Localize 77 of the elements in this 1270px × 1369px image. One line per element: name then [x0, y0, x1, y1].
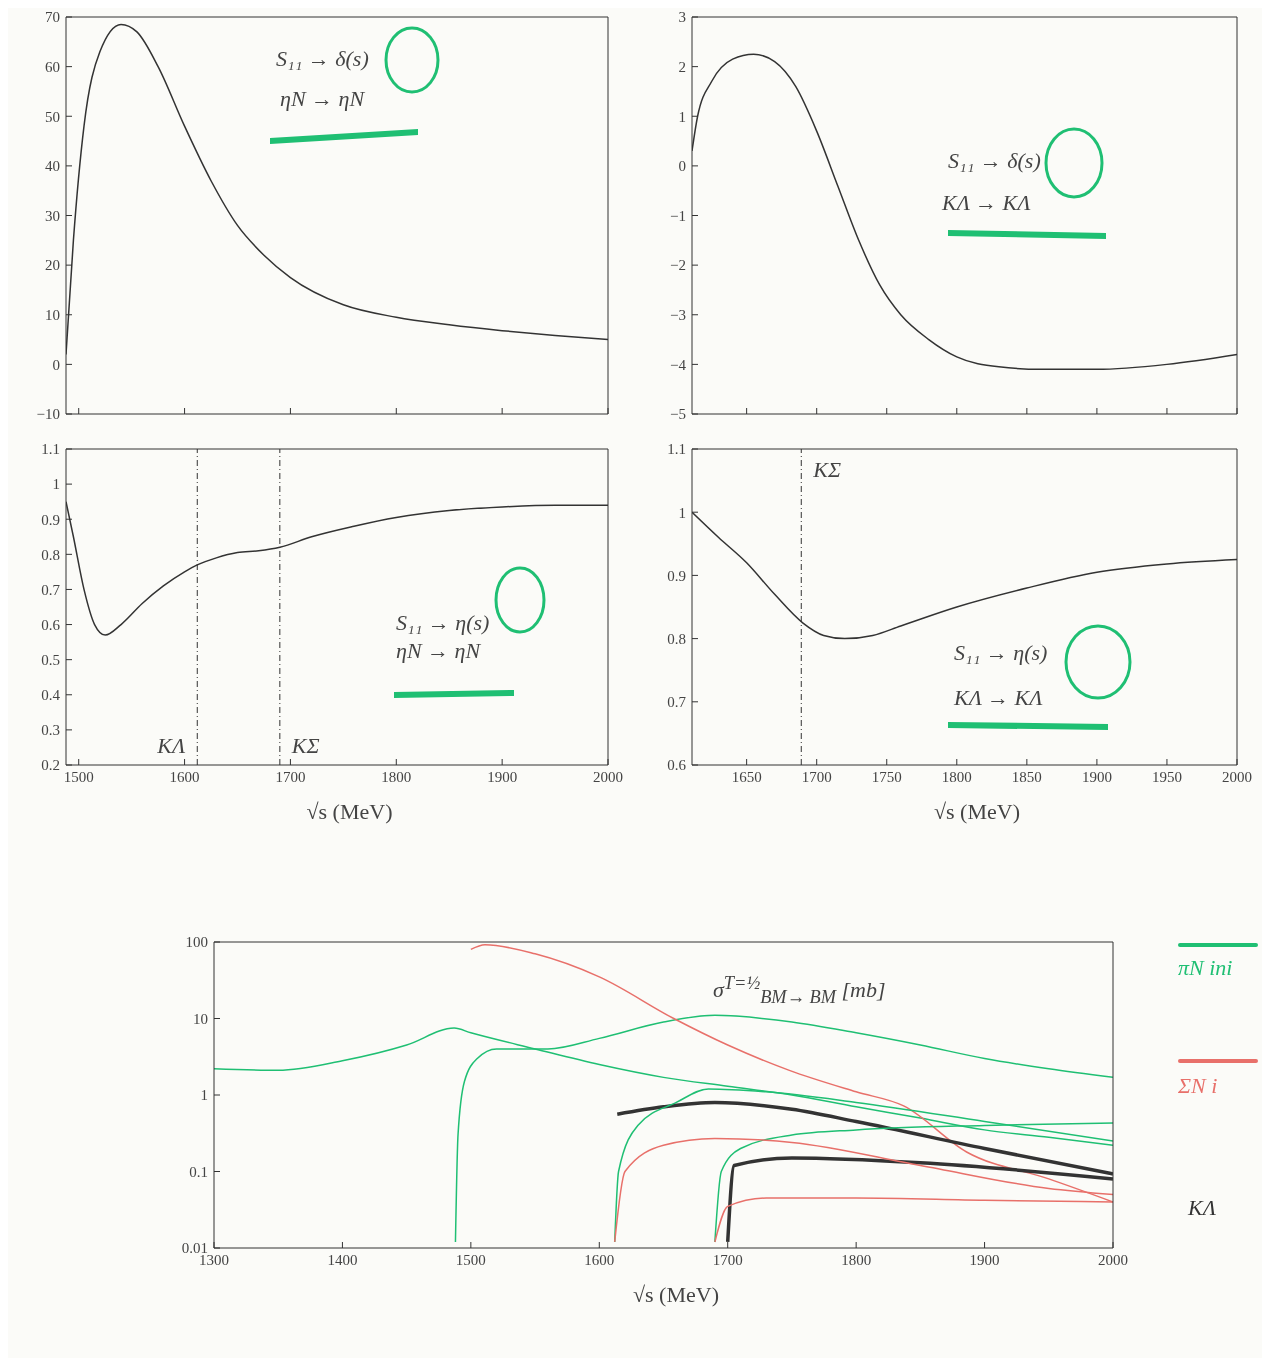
y-tick-label: −1 [670, 207, 686, 224]
y-tick-label: 70 [45, 9, 60, 26]
y-tick-label: 100 [185, 934, 208, 951]
annotation: ηN → ηN [280, 86, 365, 112]
text: KΛ [1188, 1195, 1216, 1221]
y-tick-label: 2 [678, 58, 686, 75]
y-tick-label: 0.7 [41, 581, 61, 598]
y-tick-label: 1 [52, 476, 60, 493]
x-tick-label: 1700 [275, 768, 306, 785]
x-tick-label: 1650 [731, 768, 762, 785]
x-tick-label: 1850 [1011, 768, 1042, 785]
y-tick-label: −4 [670, 356, 687, 373]
y-tick-label: 0.8 [667, 630, 686, 647]
x-tick-label: 1800 [941, 768, 972, 785]
y-tick-label: 0.4 [41, 687, 61, 704]
annotation: S₁₁ → η(s) [396, 610, 490, 636]
y-tick-label: 1.1 [667, 441, 686, 458]
y-tick-label: 20 [45, 257, 60, 274]
annotation: σ$^{T=½}$$_{BM→ BM}$ [mb] [713, 973, 886, 1008]
y-tick-label: 0.2 [41, 757, 60, 774]
annotation: KΛ → KΛ [954, 685, 1043, 711]
y-tick-label: 10 [45, 307, 60, 324]
ref-line-label: KΣ [812, 456, 842, 482]
x-tick-label: 1800 [841, 1251, 872, 1268]
y-tick-label: 3 [678, 9, 686, 26]
x-tick-label: 1900 [969, 1251, 1000, 1268]
annotation: S₁₁ → δ(s) [948, 148, 1041, 174]
y-tick-label: 0.7 [667, 694, 687, 711]
x-tick-label: 1700 [712, 1251, 743, 1268]
text: πN ini [1178, 955, 1233, 981]
y-tick-label: 10 [193, 1010, 208, 1027]
x-axis-title: √s (MeV) [632, 1282, 720, 1308]
y-tick-label: 0.1 [189, 1163, 208, 1180]
y-tick-label: −3 [670, 307, 686, 324]
y-tick-label: 0.6 [667, 757, 687, 774]
x-tick-label: 2000 [593, 768, 623, 785]
x-tick-label: 1900 [1081, 768, 1112, 785]
x-tick-label: 1500 [63, 768, 94, 785]
text: ΣN i [1178, 1073, 1218, 1099]
annotation: S₁₁ → δ(s) [276, 46, 369, 72]
y-tick-label: 0 [52, 356, 60, 373]
x-tick-label: 1800 [381, 768, 412, 785]
x-tick-label: 1600 [169, 768, 200, 785]
x-tick-label: 2000 [1222, 768, 1252, 785]
x-tick-label: 1400 [327, 1251, 358, 1268]
y-tick-label: 0.6 [41, 616, 61, 633]
y-tick-label: 0.5 [41, 651, 60, 668]
y-tick-label: −5 [670, 406, 686, 423]
y-tick-label: 60 [45, 58, 60, 75]
x-tick-label: 1950 [1151, 768, 1182, 785]
y-tick-label: 40 [45, 158, 60, 175]
y-tick-label: −10 [36, 406, 60, 423]
y-tick-label: 0.9 [667, 567, 686, 584]
annotation: S₁₁ → η(s) [954, 640, 1048, 666]
y-tick-label: 1 [200, 1087, 208, 1104]
y-tick-label: 1 [678, 108, 686, 125]
y-tick-label: 0.3 [41, 722, 60, 739]
x-tick-label: 1900 [487, 768, 518, 785]
y-tick-label: 1.1 [41, 441, 60, 458]
x-tick-label: 1700 [801, 768, 832, 785]
x-tick-label: 1600 [584, 1251, 615, 1268]
y-tick-label: −2 [670, 257, 686, 274]
y-tick-label: 0.8 [41, 546, 60, 563]
y-tick-label: 0 [678, 158, 686, 175]
x-tick-label: 1750 [871, 768, 902, 785]
ref-line-label: KΛ [156, 733, 186, 758]
x-tick-label: 2000 [1098, 1251, 1128, 1268]
y-tick-label: 0.9 [41, 511, 60, 528]
ref-line-label: KΣ [290, 733, 320, 758]
x-tick-label: 1500 [455, 1251, 486, 1268]
x-axis-title: √s (MeV) [933, 799, 1021, 825]
annotation: ηN → ηN [396, 638, 481, 664]
y-tick-label: 50 [45, 108, 60, 125]
annotation: KΛ → KΛ [942, 190, 1031, 216]
y-tick-label: 30 [45, 207, 60, 224]
y-tick-label: 1 [678, 504, 686, 521]
x-axis-title: √s (MeV) [305, 799, 394, 825]
